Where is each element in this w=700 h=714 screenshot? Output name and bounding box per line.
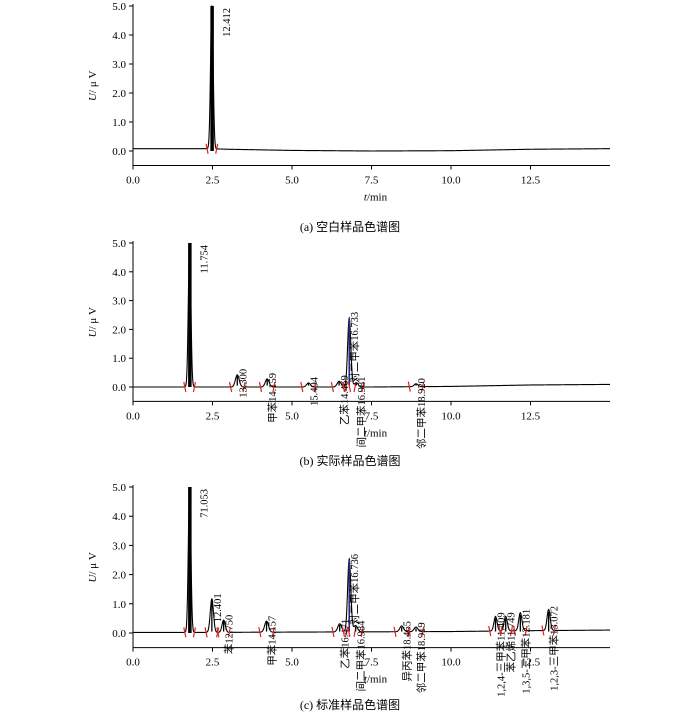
y-tick-label: 5.0 [112,482,126,494]
panel-caption: (c) 标准样品色谱图 [300,697,400,712]
y-tick-label: 4.0 [112,267,126,279]
peak-label: 12.412 [222,8,233,37]
integration-mark [258,381,276,393]
chart-panel-1: 0.0 1.0 2.0 3.0 4.0 5.0 0.0 2.5 5.0 7.5 10.0 12.5 U/… [87,1,610,234]
x-tick-label: 2.5 [206,175,220,187]
peak-label: 甲苯14.159 [266,373,279,423]
peak-label: 对二甲苯16.736 [348,554,361,625]
y-tick-label: 1.0 [112,353,126,365]
x-tick-label: 12.5 [521,410,541,422]
x-tick-label: 2.5 [206,410,220,422]
x-tick-label: 7.5 [365,657,379,669]
panel-caption: (a) 空白样品色谱图 [300,219,400,234]
integration-mark [205,143,219,154]
peak-label: 异丙苯18.465 [401,621,414,681]
integration-mark [512,625,528,636]
peak-mark [210,6,214,151]
x-tick-label: 12.5 [521,175,541,187]
peak-label: 间二甲苯16.984 [355,620,368,692]
chromatogram-trace [133,243,610,388]
x-tick-label: 10.0 [441,175,461,187]
y-tick-label: 1.0 [112,117,126,129]
integration-mark [331,626,349,638]
y-axis-label: U/ μ V [87,552,99,582]
chromatogram-trace [133,5,610,152]
x-tick-label: 5.0 [285,410,299,422]
y-tick-label: 2.0 [112,88,126,100]
integration-mark [183,381,197,393]
integration-mark [541,625,556,636]
y-tick-label: 2.0 [112,324,126,336]
integration-mark [347,381,365,393]
y-tick-label: 0.0 [112,382,126,394]
peak-label: 乙苯14.469 [338,375,351,425]
y-tick-label: 3.0 [112,540,126,552]
x-tick-label: 7.5 [365,175,379,187]
peak-label: 对二甲苯16.733 [348,312,361,383]
x-tick-label: 0.0 [126,175,140,187]
integration-mark [330,381,348,393]
y-tick-label: 4.0 [112,511,126,523]
y-tick-label: 0.0 [112,146,126,158]
peak-label: 13.300 [238,369,249,398]
x-tick-label: 5.0 [285,175,299,187]
x-tick-label: 10.0 [441,657,461,669]
peak-mark [188,487,192,633]
peak-label: 1,2,3-三甲苯13.072 [548,606,561,691]
chart-panel-3: 0.0 1.0 2.0 3.0 4.0 5.0 0.0 2.5 5.0 7.5 10.0 12.5 U/… [87,482,610,712]
x-axis-label: t/min [364,427,388,439]
peak-label: 1,2,4-三甲苯11.409 [495,612,508,696]
chart-panel-2: 0.0 1.0 2.0 3.0 4.0 5.0 0.0 2.5 5.0 7.5 10.0 12.5 U/… [87,238,610,468]
y-tick-label: 3.0 [112,59,126,71]
x-axis-label: t/min [364,192,388,204]
peak-label: 间二甲苯16.981 [355,377,368,448]
peak-label: 苯12.750 [223,615,236,654]
integration-mark [498,625,514,637]
y-tick-label: 0.0 [112,628,126,640]
peak-label: 甲苯14.157 [266,616,279,666]
x-tick-label: 7.5 [365,410,379,422]
y-tick-label: 5.0 [112,1,126,13]
y-tick-label: 5.0 [112,238,126,250]
integration-mark [300,381,317,393]
peak-label: 12.401 [213,593,224,622]
integration-mark [407,381,425,392]
peak-label: 11.754 [200,244,211,273]
integration-mark [228,381,246,393]
peak-mark [188,243,192,387]
integration-mark [216,627,231,638]
integration-mark [183,627,197,638]
y-axis-label: U/ μ V [87,71,99,101]
peak-label: 邻二甲苯18.919 [415,622,428,693]
integration-mark [258,627,275,638]
integration-mark [407,626,425,637]
x-tick-label: 10.0 [441,410,461,422]
integration-mark [347,626,364,638]
panel-caption: (b) 实际样品色谱图 [300,453,401,468]
y-tick-label: 3.0 [112,296,126,308]
y-axis-label: U/ μ V [87,307,99,337]
x-axis-label: t/min [364,674,388,686]
y-tick-label: 4.0 [112,30,126,42]
peak-label: 苯乙烯11.749 [505,612,518,672]
x-tick-label: 2.5 [206,657,220,669]
peak-label: 邻二甲苯18.920 [415,378,428,449]
y-tick-label: 2.0 [112,570,126,582]
x-tick-label: 5.0 [285,657,299,669]
x-tick-label: 12.5 [521,657,541,669]
x-tick-label: 0.0 [126,657,140,669]
peak-label: 1,3,5-三甲苯12.181 [519,609,532,694]
y-tick-label: 1.0 [112,599,126,611]
peak-label: 15.494 [310,376,321,406]
peak-label: 71.053 [200,489,211,518]
x-tick-label: 0.0 [126,410,140,422]
